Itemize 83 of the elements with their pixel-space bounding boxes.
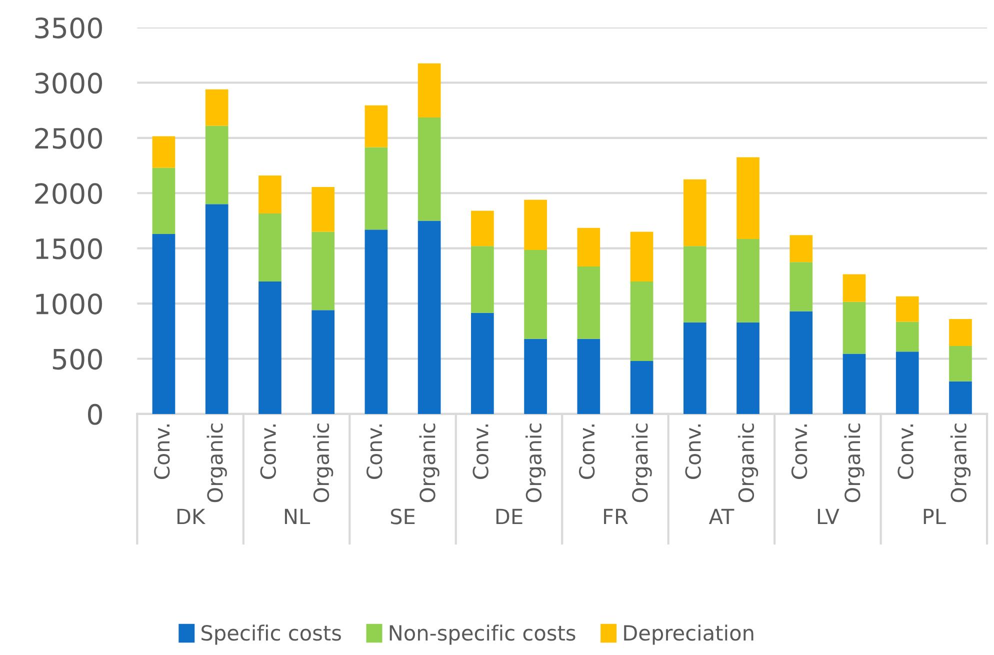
x-tick-label: Conv.: [685, 424, 701, 479]
x-tick-label: Organic: [525, 424, 546, 502]
text: DE: [496, 508, 522, 524]
bar: [312, 232, 334, 310]
bar: [418, 118, 441, 221]
bar: [471, 312, 494, 414]
x-tick-label: Organic: [313, 424, 334, 502]
bar: [205, 204, 228, 414]
bar: [152, 234, 176, 414]
bar: [949, 319, 972, 346]
bar: [896, 296, 919, 322]
text: LV: [818, 508, 840, 524]
bar: [312, 187, 334, 232]
x-tick-label: Organic: [419, 424, 440, 502]
text: PL: [924, 508, 946, 524]
y-tick-label: 1000: [36, 293, 102, 314]
bar: [312, 310, 334, 414]
y-tick-label: 3500: [35, 17, 102, 38]
bar: [364, 230, 388, 414]
bar: [683, 246, 706, 322]
x-tick-label: Conv.: [154, 424, 170, 479]
bar: [949, 381, 972, 414]
bar: [205, 126, 228, 204]
bar: [896, 352, 919, 414]
x-tick-label: Organic: [632, 424, 652, 502]
bar: [842, 354, 866, 414]
bar: [683, 322, 706, 414]
text: AT: [708, 508, 734, 524]
bar: [949, 346, 972, 382]
bar: [842, 302, 866, 354]
x-tick-label: Organic: [950, 424, 971, 502]
bar: [258, 214, 282, 282]
bar: [364, 105, 388, 148]
bar: [524, 200, 547, 250]
bar: [205, 89, 228, 126]
text: SE: [390, 508, 415, 524]
bar: [630, 232, 654, 282]
bar: [364, 147, 388, 230]
bar: [471, 246, 494, 313]
x-tick-label: Conv.: [260, 424, 276, 479]
x-tick-label: Conv.: [578, 424, 595, 479]
bar: [790, 262, 813, 312]
bar: [418, 63, 441, 118]
bar: [524, 338, 547, 414]
y-tick-label: 3000: [35, 72, 102, 94]
bar: [418, 220, 441, 414]
legend-label: Specific costs: [202, 624, 341, 645]
bar: [152, 168, 176, 234]
x-tick-label: Conv.: [898, 424, 914, 479]
bar: [736, 157, 760, 239]
y-tick-label: 0: [88, 404, 102, 425]
bar: [736, 322, 760, 414]
x-tick-label: Conv.: [791, 424, 808, 479]
bar: [896, 322, 919, 352]
bar: [524, 250, 547, 339]
x-tick-label: Organic: [206, 424, 227, 502]
text: NL: [284, 508, 310, 524]
text: FR: [604, 508, 628, 524]
bar: [577, 266, 600, 339]
bar: [683, 179, 706, 246]
y-tick-label: 2000: [35, 183, 102, 204]
bar: [790, 311, 813, 414]
bar: [258, 281, 282, 414]
bar: [258, 175, 282, 214]
bar: [471, 210, 494, 246]
y-tick-label: 2500: [35, 128, 102, 149]
y-tick-label: 500: [52, 348, 102, 370]
x-tick-label: Organic: [738, 424, 758, 502]
bar: [790, 235, 813, 262]
bar: [577, 338, 600, 414]
bar: [577, 228, 600, 267]
bar: [736, 238, 760, 322]
bar: [842, 274, 866, 302]
bar: [152, 136, 176, 168]
text: DK: [177, 508, 206, 524]
y-tick-label: 1500: [36, 238, 102, 260]
legend-label: Depreciation: [624, 624, 754, 645]
x-tick-label: Organic: [844, 424, 864, 502]
x-tick-label: Conv.: [472, 424, 488, 479]
legend-label: Non-specific costs: [390, 624, 576, 645]
bar: [630, 360, 654, 414]
bar: [630, 281, 654, 361]
x-tick-label: Conv.: [366, 424, 382, 479]
